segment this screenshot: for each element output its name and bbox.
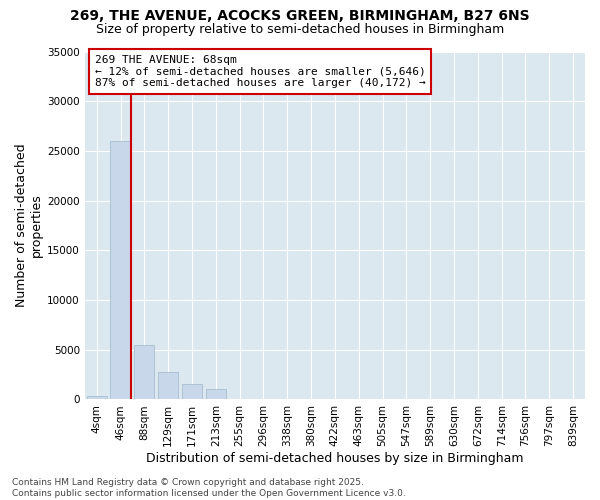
Bar — [206, 388, 226, 400]
Text: 269 THE AVENUE: 68sqm
← 12% of semi-detached houses are smaller (5,646)
87% of s: 269 THE AVENUE: 68sqm ← 12% of semi-deta… — [95, 55, 425, 88]
Y-axis label: Number of semi-detached
properties: Number of semi-detached properties — [15, 144, 43, 308]
Bar — [134, 345, 154, 400]
Text: 269, THE AVENUE, ACOCKS GREEN, BIRMINGHAM, B27 6NS: 269, THE AVENUE, ACOCKS GREEN, BIRMINGHA… — [70, 9, 530, 23]
Bar — [110, 141, 131, 400]
Bar — [86, 396, 107, 400]
Text: Size of property relative to semi-detached houses in Birmingham: Size of property relative to semi-detach… — [96, 22, 504, 36]
Bar — [182, 384, 202, 400]
Bar — [158, 372, 178, 400]
Text: Contains HM Land Registry data © Crown copyright and database right 2025.
Contai: Contains HM Land Registry data © Crown c… — [12, 478, 406, 498]
X-axis label: Distribution of semi-detached houses by size in Birmingham: Distribution of semi-detached houses by … — [146, 452, 524, 465]
